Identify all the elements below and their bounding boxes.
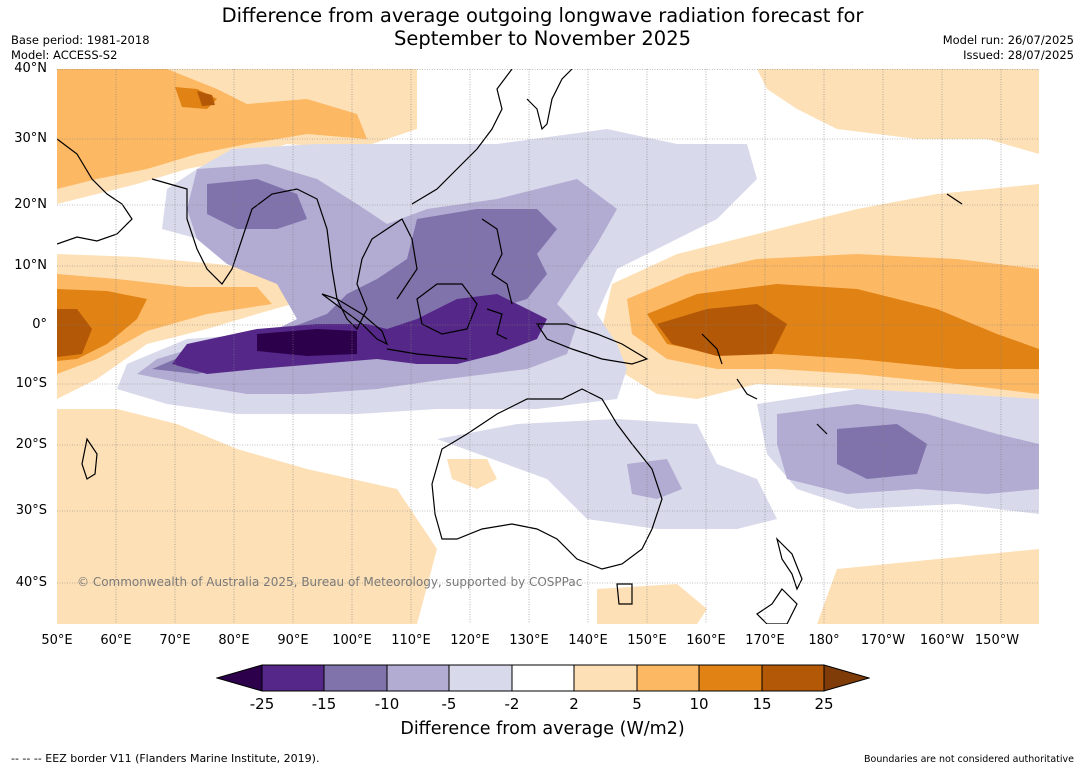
colorbar-bin: [261, 664, 325, 692]
lon-label-150w: 150°W: [974, 633, 1020, 648]
lon-label-80e: 80°E: [218, 633, 250, 648]
title-line-2: September to November 2025: [393, 27, 692, 50]
colorbar-bin: [386, 664, 450, 692]
colorbar-tick: -10: [374, 695, 400, 713]
lon-label-100e: 100°E: [332, 633, 372, 648]
ola-anomaly-map: © Commonwealth of Australia 2025, Bureau…: [57, 69, 1039, 624]
colorbar-bin: [323, 664, 388, 692]
colorbar-bin: [573, 664, 638, 692]
model-run: Model run: 26/07/2025: [942, 33, 1074, 47]
colorbar-tick: 25: [814, 695, 834, 713]
colorbar-bin: [448, 664, 513, 692]
colorbar-tick: 5: [632, 695, 642, 713]
colorbar-tick: -25: [249, 695, 275, 713]
lat-label-10n: 10°N: [14, 258, 47, 273]
colorbar-tick: -15: [311, 695, 337, 713]
colorbar-extend-low: [216, 664, 263, 692]
issued-date: Issued: 28/07/2025: [963, 48, 1074, 62]
lon-label-170w: 170°W: [860, 633, 906, 648]
lat-label-20s: 20°S: [15, 437, 47, 452]
coastline-layer: [57, 69, 963, 624]
base-period: Base period: 1981-2018: [11, 33, 150, 47]
colorbar-bin: [761, 664, 825, 692]
colorbar-tick: 10: [689, 695, 709, 713]
copyright-notice: © Commonwealth of Australia 2025, Bureau…: [77, 575, 582, 589]
colorbar-extend-high: [823, 664, 870, 692]
eez-note: -- -- -- EEZ border V11 (Flanders Marine…: [11, 752, 320, 765]
positive-anomaly-shading: [57, 69, 1039, 624]
title-line-1: Difference from average outgoing longwav…: [221, 4, 864, 27]
lon-label-120e: 120°E: [450, 633, 490, 648]
model-name: Model: ACCESS-S2: [11, 48, 118, 62]
lat-label-30n: 30°N: [14, 131, 47, 146]
lon-label-140e: 140°E: [568, 633, 608, 648]
lat-label-10s: 10°S: [15, 376, 47, 391]
meta-left: Base period: 1981-2018 Model: ACCESS-S2: [11, 33, 150, 63]
lon-label-110e: 110°E: [391, 633, 431, 648]
meta-right: Model run: 26/07/2025 Issued: 28/07/2025: [943, 33, 1074, 63]
lat-label-30s: 30°S: [15, 503, 47, 518]
colorbar: [216, 664, 870, 692]
colorbar-label: Difference from average (W/m2): [400, 719, 685, 739]
graticule: [57, 69, 1039, 624]
colorbar-bin: [636, 664, 700, 692]
colorbar-tick: 15: [752, 695, 772, 713]
lon-label-180: 180°: [808, 633, 840, 648]
lon-label-50e: 50°E: [41, 633, 73, 648]
lon-label-160w: 160°W: [919, 633, 965, 648]
lat-label-40s: 40°S: [15, 575, 47, 590]
lat-label-20n: 20°N: [14, 197, 47, 212]
colorbar-bin: [511, 664, 575, 692]
lon-label-130e: 130°E: [509, 633, 549, 648]
lon-label-90e: 90°E: [277, 633, 309, 648]
lat-label-40n: 40°N: [14, 61, 47, 76]
boundary-disclaimer: Boundaries are not considered authoritat…: [864, 754, 1074, 765]
lon-label-170e: 170°E: [745, 633, 785, 648]
colorbar-tick: 2: [569, 695, 579, 713]
colorbar-tick: -2: [504, 695, 520, 713]
lon-label-150e: 150°E: [627, 633, 667, 648]
colorbar-bin: [698, 664, 763, 692]
colorbar-tick: -5: [441, 695, 457, 713]
lon-label-160e: 160°E: [686, 633, 726, 648]
lon-label-60e: 60°E: [100, 633, 132, 648]
lon-label-70e: 70°E: [159, 633, 191, 648]
lat-label-0: 0°: [32, 317, 47, 332]
map-title: Difference from average outgoing longwav…: [0, 4, 1085, 50]
